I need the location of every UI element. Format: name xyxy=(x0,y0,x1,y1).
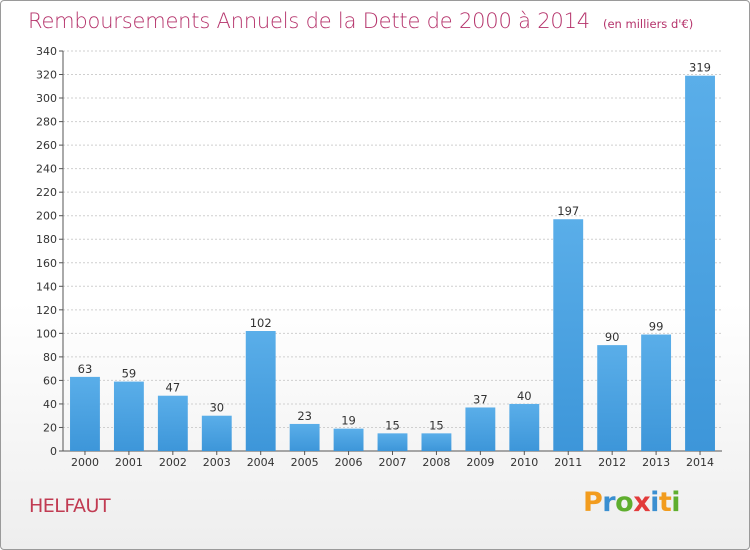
bar xyxy=(245,331,276,451)
x-tick-label: 2008 xyxy=(422,456,450,469)
x-tick-label: 2009 xyxy=(466,456,494,469)
x-tick-label: 2001 xyxy=(115,456,143,469)
x-tick-label: 2005 xyxy=(291,456,319,469)
bar xyxy=(597,345,628,451)
y-tick-label: 340 xyxy=(36,45,57,58)
y-tick-label: 120 xyxy=(36,304,57,317)
y-tick-label: 300 xyxy=(36,92,57,105)
bar xyxy=(70,376,100,451)
chart-title: Remboursements Annuels de la Dette de 20… xyxy=(28,9,590,33)
y-tick-label: 220 xyxy=(36,186,57,199)
bar-value-label: 99 xyxy=(649,320,664,334)
logo-letter: x xyxy=(633,487,651,518)
bar-value-label: 47 xyxy=(166,381,181,395)
x-tick-label: 2003 xyxy=(203,456,231,469)
logo-letter: i xyxy=(650,487,659,518)
bar xyxy=(465,407,496,451)
x-tick-label: 2013 xyxy=(642,456,670,469)
y-tick-label: 60 xyxy=(43,374,57,387)
bar-value-label: 23 xyxy=(297,409,312,423)
bar-value-label: 19 xyxy=(341,414,356,428)
bar-value-label: 319 xyxy=(689,61,711,75)
y-tick-label: 180 xyxy=(36,233,57,246)
x-tick-label: 2007 xyxy=(379,456,407,469)
bar-value-label: 37 xyxy=(473,392,488,406)
y-tick-label: 140 xyxy=(36,280,57,293)
y-tick-label: 100 xyxy=(36,327,57,340)
logo-letter: r xyxy=(602,487,616,518)
x-tick-label: 2006 xyxy=(335,456,363,469)
x-tick-label: 2012 xyxy=(598,456,626,469)
x-tick-label: 2010 xyxy=(510,456,538,469)
y-tick-label: 20 xyxy=(43,421,57,434)
logo-letter: t xyxy=(658,487,672,518)
bar-value-label: 40 xyxy=(517,389,532,403)
y-tick-label: 160 xyxy=(36,257,57,270)
bar xyxy=(377,433,408,451)
x-tick-label: 2004 xyxy=(247,456,275,469)
x-tick-label: 2014 xyxy=(686,456,714,469)
bar-value-label: 59 xyxy=(122,367,137,381)
location-name: HELFAUT xyxy=(29,495,111,517)
bar-value-label: 90 xyxy=(605,330,620,344)
bar-value-label: 197 xyxy=(557,204,579,218)
bar xyxy=(685,75,715,452)
y-tick-label: 40 xyxy=(43,398,57,411)
logo-letter: o xyxy=(615,487,634,518)
y-tick-label: 280 xyxy=(36,116,57,129)
chart-title-row: Remboursements Annuels de la Dette de 20… xyxy=(28,9,693,33)
y-tick-label: 240 xyxy=(36,163,57,176)
bar-value-label: 30 xyxy=(209,401,224,415)
bar xyxy=(157,395,188,451)
bar xyxy=(333,428,364,451)
proxiti-logo: Proxiti xyxy=(583,487,681,518)
bar xyxy=(289,423,320,451)
bar-value-label: 63 xyxy=(78,362,93,376)
bar xyxy=(509,403,540,451)
bar xyxy=(113,381,144,451)
chart-unit-note: (en milliers d'€) xyxy=(603,17,694,31)
bar xyxy=(421,433,452,451)
logo-letter: i xyxy=(671,487,681,518)
bar-value-label: 15 xyxy=(429,418,444,432)
bar-value-label: 15 xyxy=(385,418,400,432)
bar xyxy=(641,334,672,451)
y-tick-label: 80 xyxy=(43,351,57,364)
logo-letter: P xyxy=(583,487,603,518)
bar xyxy=(201,415,232,451)
x-tick-label: 2000 xyxy=(71,456,99,469)
y-tick-label: 260 xyxy=(36,139,57,152)
bar xyxy=(553,219,584,451)
y-tick-label: 0 xyxy=(50,445,57,458)
x-tick-label: 2002 xyxy=(159,456,187,469)
x-tick-label: 2011 xyxy=(554,456,582,469)
y-tick-label: 200 xyxy=(36,210,57,223)
bar-value-label: 102 xyxy=(250,316,272,330)
y-tick-label: 320 xyxy=(36,69,57,82)
